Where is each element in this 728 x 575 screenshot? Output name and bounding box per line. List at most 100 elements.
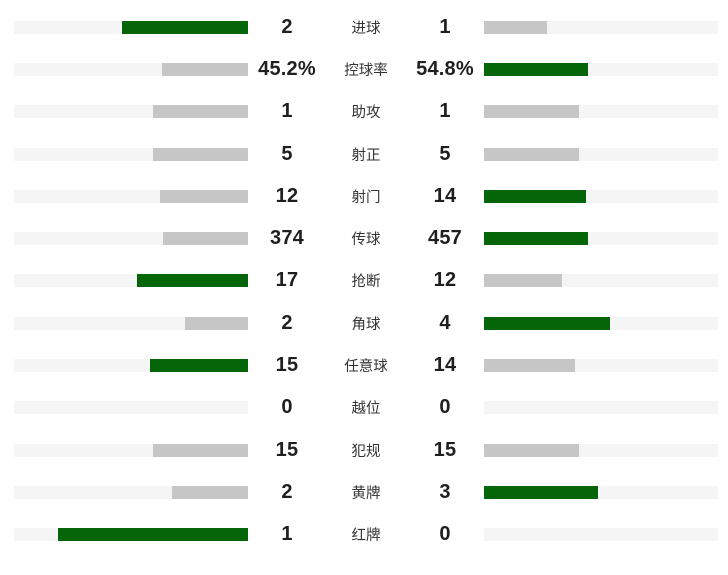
away-bar-fill [484,20,548,34]
away-value: 4 [439,311,451,334]
away-bar-fill [484,147,579,161]
stat-row-offsides: 0 越位 0 [14,387,718,429]
home-bar-track [14,62,248,76]
away-value: 14 [433,184,457,207]
home-value: 17 [275,269,299,292]
home-value: 15 [275,438,299,461]
home-bar-track [14,20,248,34]
away-bar-track [484,359,718,373]
stat-row-tackles: 17 抢断 12 [14,260,718,302]
away-value: 14 [433,354,457,377]
home-bar-track [14,189,248,203]
stat-row-possession: 45.2% 控球率 54.8% [14,48,718,90]
home-value: 2 [281,480,293,503]
home-bar-fill [153,105,248,119]
away-bar-track [484,147,718,161]
away-bar-fill [484,316,611,330]
home-bar-track [14,443,248,457]
away-bar-track [484,528,718,542]
home-bar-fill [58,528,248,542]
home-value: 0 [281,396,293,419]
stat-label: 控球率 [344,62,388,79]
stat-row-corners: 2 角球 4 [14,302,718,344]
home-bar-fill [184,316,248,330]
home-value: 1 [281,523,293,546]
stat-row-shots-on-target: 5 射正 5 [14,133,718,175]
home-value: 374 [270,227,304,250]
home-bar-fill [153,147,248,161]
home-bar-fill [149,359,248,373]
stat-row-free-kicks: 15 任意球 14 [14,344,718,386]
stat-label: 射正 [351,147,381,164]
home-bar-track [14,274,248,288]
stat-label: 红牌 [351,528,381,545]
stat-row-red-cards: 1 红牌 0 [14,514,718,556]
stat-label: 犯规 [351,443,381,460]
home-bar-fill [160,189,248,203]
away-value: 457 [428,227,462,250]
match-stats-panel: 2 进球 1 45.2% 控球率 54.8% 1 助攻 1 5 射正 [14,6,718,556]
away-bar-track [484,485,718,499]
stat-label: 越位 [351,401,381,418]
away-bar-track [484,316,718,330]
away-bar-fill [484,485,598,499]
away-bar-fill [484,62,588,76]
home-bar-track [14,359,248,373]
home-value: 2 [281,15,293,38]
home-bar-track [14,401,248,415]
stat-row-assists: 1 助攻 1 [14,91,718,133]
away-bar-track [484,401,718,415]
away-value: 0 [439,396,451,419]
away-value: 1 [439,100,451,123]
home-value: 2 [281,311,293,334]
home-bar-fill [153,443,248,457]
home-value: 12 [275,184,299,207]
away-bar-track [484,20,718,34]
away-bar-track [484,232,718,246]
stat-label: 任意球 [344,359,388,376]
away-bar-fill [484,189,587,203]
home-bar-track [14,232,248,246]
away-value: 5 [439,142,451,165]
stat-row-passes: 374 传球 457 [14,217,718,259]
away-value: 12 [433,269,457,292]
stat-row-fouls: 15 犯规 15 [14,429,718,471]
stat-label: 射门 [351,189,381,206]
away-value: 54.8% [416,57,474,80]
home-bar-track [14,485,248,499]
stat-row-yellow-cards: 2 黄牌 3 [14,471,718,513]
away-bar-track [484,274,718,288]
home-value: 15 [275,354,299,377]
stat-label: 进球 [351,20,381,37]
away-value: 15 [433,438,457,461]
home-value: 1 [281,100,293,123]
home-bar-track [14,528,248,542]
home-bar-fill [121,20,248,34]
home-bar-track [14,316,248,330]
home-bar-fill [162,232,248,246]
stat-label: 黄牌 [351,485,381,502]
away-bar-track [484,189,718,203]
stat-label: 传球 [351,232,381,249]
home-bar-track [14,105,248,119]
home-value: 5 [281,142,293,165]
away-bar-fill [484,232,589,246]
away-value: 3 [439,480,451,503]
stat-label: 助攻 [351,105,381,122]
away-bar-fill [484,105,579,119]
away-bar-track [484,62,718,76]
home-bar-fill [172,485,248,499]
away-value: 0 [439,523,451,546]
stat-label: 角球 [351,316,381,333]
home-bar-fill [136,274,248,288]
away-bar-track [484,443,718,457]
home-value: 45.2% [258,57,316,80]
away-value: 1 [439,15,451,38]
away-bar-fill [484,274,563,288]
home-bar-fill [162,62,248,76]
away-bar-track [484,105,718,119]
away-bar-fill [484,443,579,457]
away-bar-fill [484,359,576,373]
home-bar-track [14,147,248,161]
stat-row-goals: 2 进球 1 [14,6,718,48]
